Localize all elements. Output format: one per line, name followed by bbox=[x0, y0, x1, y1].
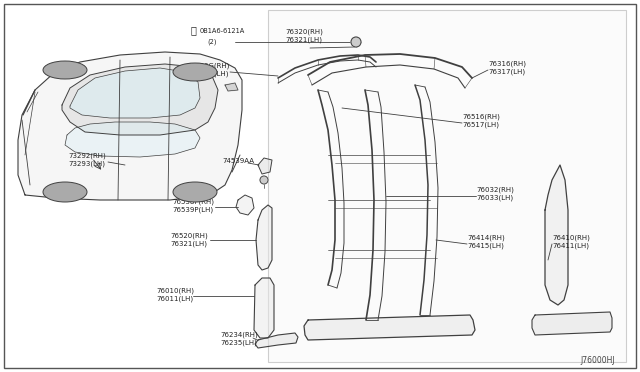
Polygon shape bbox=[236, 195, 254, 215]
Text: 0B1A6-6121A: 0B1A6-6121A bbox=[200, 28, 245, 34]
Ellipse shape bbox=[173, 182, 217, 202]
Text: (2): (2) bbox=[207, 38, 216, 45]
Text: 76234(RH)
76235(LH): 76234(RH) 76235(LH) bbox=[220, 332, 258, 346]
Polygon shape bbox=[65, 122, 200, 157]
Text: 76516(RH)
76517(LH): 76516(RH) 76517(LH) bbox=[462, 113, 500, 128]
Ellipse shape bbox=[43, 182, 87, 202]
Text: 76520(RH)
76321(LH): 76520(RH) 76321(LH) bbox=[170, 232, 208, 247]
Text: 76316(RH)
76317(LH): 76316(RH) 76317(LH) bbox=[488, 60, 526, 74]
Circle shape bbox=[351, 37, 361, 47]
Text: 76320(RH)
76321(LH): 76320(RH) 76321(LH) bbox=[285, 28, 323, 42]
Polygon shape bbox=[255, 333, 298, 348]
Polygon shape bbox=[256, 205, 272, 270]
Text: 73292(RH)
73293(LH): 73292(RH) 73293(LH) bbox=[68, 152, 106, 167]
Ellipse shape bbox=[173, 63, 217, 81]
Polygon shape bbox=[254, 278, 274, 338]
Polygon shape bbox=[532, 312, 612, 335]
Text: 76010(RH)
76011(LH): 76010(RH) 76011(LH) bbox=[156, 288, 194, 302]
Text: 76032(RH)
76033(LH): 76032(RH) 76033(LH) bbox=[476, 186, 514, 201]
Polygon shape bbox=[225, 83, 238, 91]
Text: J76000HJ: J76000HJ bbox=[580, 356, 614, 365]
Circle shape bbox=[260, 176, 268, 184]
Text: Ⓑ: Ⓑ bbox=[190, 25, 196, 35]
Bar bbox=[268, 10, 626, 362]
Ellipse shape bbox=[43, 61, 87, 79]
Text: 76630G(RH)
76631G(LH): 76630G(RH) 76631G(LH) bbox=[186, 62, 229, 77]
Polygon shape bbox=[62, 64, 218, 135]
Text: 76410(RH)
76411(LH): 76410(RH) 76411(LH) bbox=[552, 234, 590, 248]
Polygon shape bbox=[258, 158, 272, 174]
Polygon shape bbox=[18, 52, 242, 200]
Polygon shape bbox=[70, 68, 200, 118]
Polygon shape bbox=[304, 315, 475, 340]
Polygon shape bbox=[545, 165, 568, 305]
Text: 74539AA: 74539AA bbox=[222, 158, 254, 164]
Text: 76538P(RH)
76539P(LH): 76538P(RH) 76539P(LH) bbox=[172, 198, 214, 212]
Text: 76414(RH)
76415(LH): 76414(RH) 76415(LH) bbox=[467, 234, 505, 248]
